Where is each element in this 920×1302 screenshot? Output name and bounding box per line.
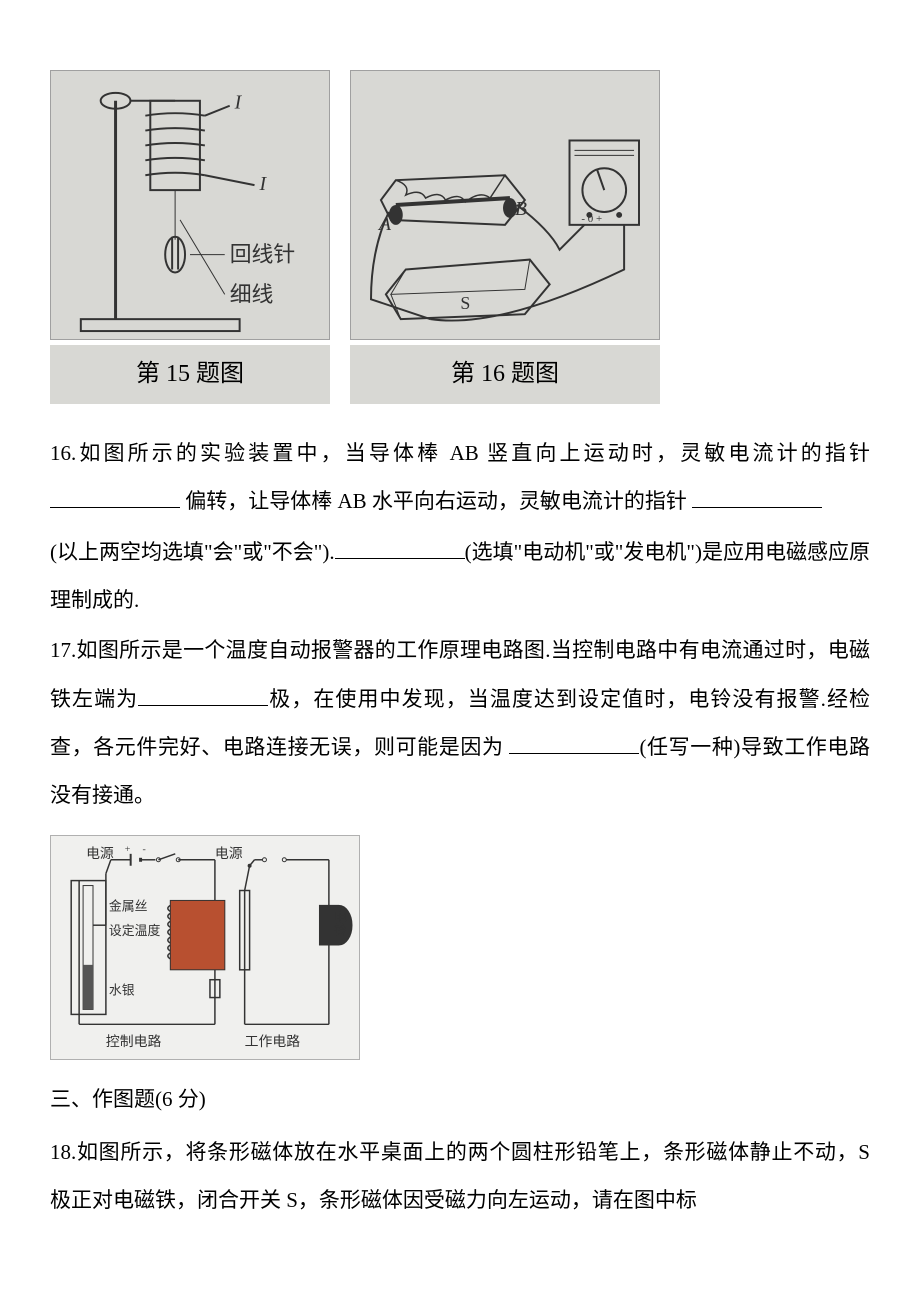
fig17-svg: 电源 + - 金属丝 设定温度 水银	[51, 836, 359, 1059]
fig17-power2: 电源	[215, 845, 243, 861]
q17-blank-2	[509, 733, 639, 754]
figure-group-15-16: I I 回线针 细线 第 15 题图	[50, 70, 870, 404]
fig17-settemp: 设定温度	[109, 923, 161, 938]
fig15-current-top: I	[234, 92, 243, 114]
figure-15-image: I I 回线针 细线	[50, 70, 330, 340]
q17-paragraph: 17.如图所示是一个温度自动报警器的工作原理电路图.当控制电路中有电流通过时，电…	[50, 626, 870, 819]
figure-16-image: - 0 + A B S	[350, 70, 660, 340]
svg-text:+: +	[125, 843, 131, 854]
figure-15: I I 回线针 细线 第 15 题图	[50, 70, 330, 404]
q16-paragraph-2: (以上两空均选填"会"或"不会").(选填"电动机"或"发电机")是应用电磁感应…	[50, 528, 870, 625]
q16-text-2: 偏转，让导体棒 AB 水平向右运动，灵敏电流计的指针	[185, 489, 687, 513]
fig17-wire: 金属丝	[109, 898, 148, 913]
fig16-svg: - 0 + A B S	[351, 71, 659, 339]
q17-blank-1	[138, 685, 268, 706]
figure-15-caption: 第 15 题图	[50, 345, 330, 404]
q16-text-1: 16.如图所示的实验装置中，当导体棒 AB 竖直向上运动时，灵敏电流计的指针	[50, 441, 870, 465]
svg-text:- 0 +: - 0 +	[581, 213, 602, 225]
q16-blank-1	[50, 487, 180, 508]
fig17-work: 工作电路	[245, 1034, 301, 1050]
fig17-control: 控制电路	[106, 1034, 162, 1050]
q16-blank-2	[692, 487, 822, 508]
q18-paragraph: 18.如图所示，将条形磁体放在水平桌面上的两个圆柱形铅笔上，条形磁体静止不动，S…	[50, 1128, 870, 1225]
fig15-paperclip-label: 回线针	[230, 243, 296, 267]
svg-text:-: -	[143, 843, 146, 854]
q16-blank-3	[335, 538, 465, 559]
fig17-mercury: 水银	[109, 983, 135, 997]
fig15-thread-label: 细线	[230, 282, 274, 306]
figure-16: - 0 + A B S 第 16 题图	[350, 70, 660, 404]
fig15-current-bottom: I	[258, 173, 267, 195]
section-3-header: 三、作图题(6 分)	[50, 1075, 870, 1123]
figure-17-image: 电源 + - 金属丝 设定温度 水银	[50, 835, 360, 1060]
fig16-S: S	[460, 293, 470, 313]
q16-paragraph: 16.如图所示的实验装置中，当导体棒 AB 竖直向上运动时，灵敏电流计的指针 偏…	[50, 429, 870, 526]
fig17-bell: 电铃	[332, 910, 346, 936]
figure-16-caption: 第 16 题图	[350, 345, 660, 404]
q16-text-3a: (以上两空均选填"会"或"不会").	[50, 540, 335, 564]
fig15-svg: I I 回线针 细线	[51, 71, 329, 339]
fig17-power1: 电源	[86, 845, 114, 861]
